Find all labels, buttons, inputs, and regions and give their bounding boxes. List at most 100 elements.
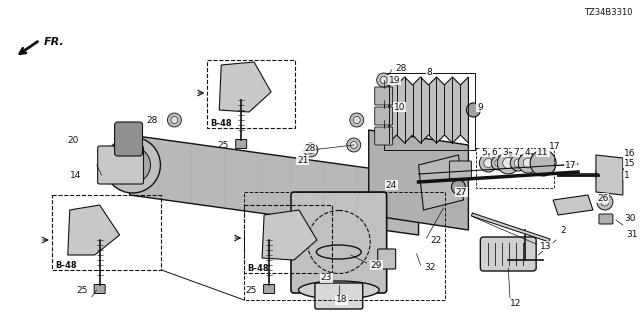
Text: 14: 14 <box>70 171 82 180</box>
Text: 19: 19 <box>388 76 400 84</box>
Circle shape <box>514 159 522 167</box>
Circle shape <box>596 160 624 188</box>
Bar <box>383 73 476 150</box>
Circle shape <box>602 166 618 182</box>
Text: 3: 3 <box>502 148 508 156</box>
FancyBboxPatch shape <box>115 122 143 156</box>
Text: 2: 2 <box>560 226 566 235</box>
Polygon shape <box>596 155 623 195</box>
Text: 17: 17 <box>549 141 561 150</box>
FancyBboxPatch shape <box>315 283 363 309</box>
Circle shape <box>168 113 181 127</box>
Polygon shape <box>553 195 593 215</box>
Text: 26: 26 <box>597 194 608 203</box>
Text: 31: 31 <box>626 229 637 238</box>
FancyBboxPatch shape <box>449 161 472 179</box>
Text: 18: 18 <box>336 295 348 305</box>
Text: 25: 25 <box>76 286 88 295</box>
Circle shape <box>530 150 556 176</box>
Bar <box>244 205 332 273</box>
Text: 25: 25 <box>218 141 229 150</box>
Text: 25: 25 <box>246 286 257 295</box>
Circle shape <box>115 147 150 183</box>
Circle shape <box>467 103 481 117</box>
Polygon shape <box>262 210 317 260</box>
Circle shape <box>104 137 161 193</box>
Text: 28: 28 <box>304 143 316 153</box>
FancyBboxPatch shape <box>264 284 275 293</box>
Polygon shape <box>419 155 463 210</box>
Text: 30: 30 <box>624 213 636 222</box>
Text: B-48: B-48 <box>211 119 232 128</box>
Bar <box>476 148 554 188</box>
Text: 16: 16 <box>624 148 636 157</box>
Text: 20: 20 <box>67 135 79 145</box>
FancyBboxPatch shape <box>374 107 393 125</box>
Circle shape <box>532 155 548 171</box>
Circle shape <box>597 194 613 210</box>
FancyBboxPatch shape <box>481 237 536 271</box>
FancyBboxPatch shape <box>291 192 387 293</box>
Circle shape <box>492 156 505 170</box>
Circle shape <box>307 147 314 154</box>
Text: 12: 12 <box>510 299 522 308</box>
FancyBboxPatch shape <box>94 284 105 293</box>
Text: 21: 21 <box>297 156 308 164</box>
Circle shape <box>304 143 318 157</box>
Text: 4: 4 <box>524 148 530 156</box>
Circle shape <box>380 76 387 84</box>
Polygon shape <box>220 62 271 112</box>
FancyBboxPatch shape <box>374 87 393 105</box>
Circle shape <box>495 159 502 166</box>
Polygon shape <box>129 135 419 235</box>
FancyBboxPatch shape <box>599 214 613 224</box>
Text: 22: 22 <box>431 236 442 244</box>
Circle shape <box>377 73 390 87</box>
Circle shape <box>479 154 497 172</box>
Polygon shape <box>68 205 120 255</box>
FancyBboxPatch shape <box>378 249 396 269</box>
Circle shape <box>536 159 544 167</box>
Circle shape <box>350 141 357 148</box>
FancyBboxPatch shape <box>374 127 393 145</box>
Circle shape <box>347 138 361 152</box>
Circle shape <box>510 155 526 171</box>
FancyBboxPatch shape <box>236 140 246 148</box>
Text: 28: 28 <box>147 116 158 124</box>
Text: 32: 32 <box>424 262 436 271</box>
Circle shape <box>353 116 360 124</box>
Circle shape <box>503 157 514 169</box>
Text: 6: 6 <box>492 148 497 156</box>
Polygon shape <box>388 77 468 143</box>
Circle shape <box>518 153 538 173</box>
Bar <box>244 192 445 300</box>
Text: 23: 23 <box>321 274 332 283</box>
Circle shape <box>171 116 178 124</box>
Text: 9: 9 <box>477 102 483 111</box>
Text: 5: 5 <box>481 148 487 156</box>
Text: 17: 17 <box>565 161 577 170</box>
Text: 27: 27 <box>456 188 467 196</box>
Text: 7: 7 <box>513 148 519 156</box>
Text: B-48: B-48 <box>247 264 269 273</box>
Circle shape <box>601 198 609 206</box>
Polygon shape <box>369 130 468 230</box>
Ellipse shape <box>298 281 379 299</box>
Circle shape <box>484 158 493 167</box>
Text: 24: 24 <box>386 180 397 189</box>
Bar <box>207 60 295 128</box>
Text: 29: 29 <box>371 260 382 269</box>
Circle shape <box>350 113 364 127</box>
Text: 8: 8 <box>427 68 433 76</box>
Circle shape <box>451 180 465 194</box>
Text: 15: 15 <box>624 158 636 167</box>
Text: TZ34B3310: TZ34B3310 <box>584 7 633 17</box>
Bar <box>52 195 161 270</box>
Circle shape <box>497 152 519 174</box>
Text: 10: 10 <box>394 102 405 111</box>
Text: 28: 28 <box>396 63 407 73</box>
Text: 11: 11 <box>537 148 548 156</box>
Text: B-48: B-48 <box>55 261 76 270</box>
Circle shape <box>523 158 533 168</box>
Text: 1: 1 <box>624 171 630 180</box>
